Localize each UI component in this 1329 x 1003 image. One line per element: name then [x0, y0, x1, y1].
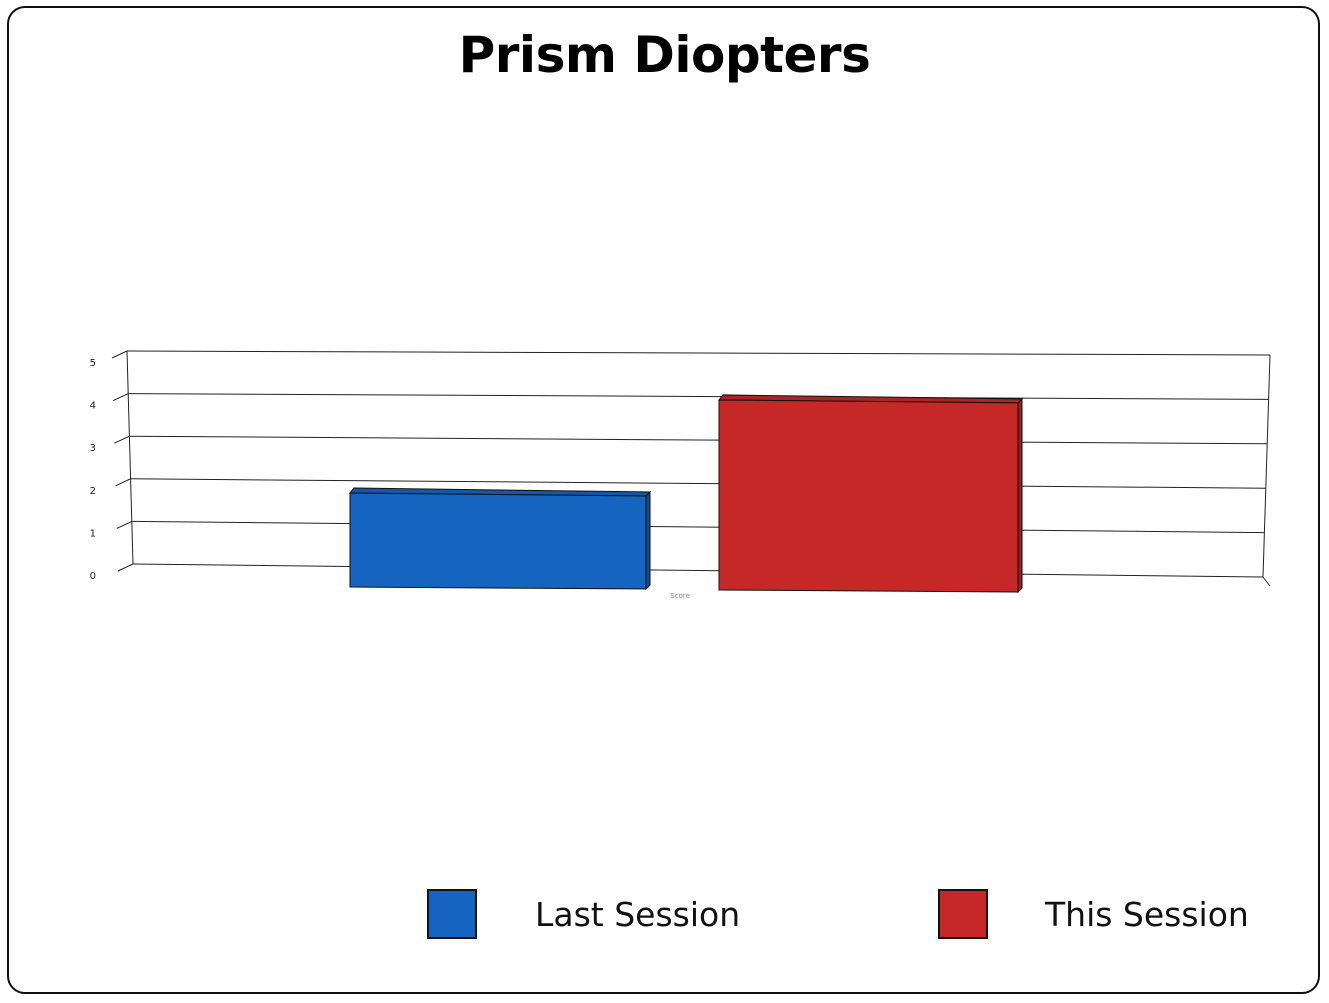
y-tick-label: 4 [90, 401, 96, 412]
bars [348, 394, 1024, 594]
gridline [131, 520, 1265, 534]
y-tick-mark [112, 393, 129, 402]
y-tick-mark [115, 478, 131, 487]
chart-frame [7, 6, 1320, 994]
y-tick-label: 1 [90, 528, 96, 539]
gridline [132, 563, 1264, 578]
floor-edge [1262, 576, 1271, 587]
gridline [130, 478, 1266, 489]
legend-swatch-last-session [427, 889, 477, 939]
right-wall [1262, 354, 1271, 578]
y-tick-label: 3 [90, 443, 96, 454]
y-axis-ticks: 0 1 2 3 4 5 [90, 350, 134, 582]
chart-title: Prism Diopters [458, 26, 871, 84]
y-tick-mark [116, 520, 133, 529]
bar-side [1017, 397, 1023, 594]
y-tick-label: 5 [90, 358, 96, 369]
bar-front [349, 492, 647, 590]
x-category-label: Score [670, 592, 690, 600]
legend-swatch-this-session [938, 889, 988, 939]
y-tick-label: 2 [90, 486, 96, 497]
gridlines [126, 350, 1271, 587]
y-tick-mark [111, 350, 128, 359]
legend-label-this-session: This Session [1045, 895, 1249, 934]
bar-side [645, 490, 651, 591]
gridline [126, 350, 1271, 356]
y-tick-label: 0 [90, 571, 96, 582]
legend-label-last-session: Last Session [535, 895, 741, 934]
y-tick-mark [114, 435, 130, 444]
gridline [129, 435, 1268, 445]
x-axis-labels: Score [670, 592, 690, 600]
bar-front [718, 399, 1019, 593]
bar-last-session [348, 487, 652, 591]
y-axis-wall [126, 350, 134, 565]
bar-this-session [717, 394, 1024, 594]
gridline [128, 393, 1269, 400]
y-tick-mark [117, 563, 134, 572]
